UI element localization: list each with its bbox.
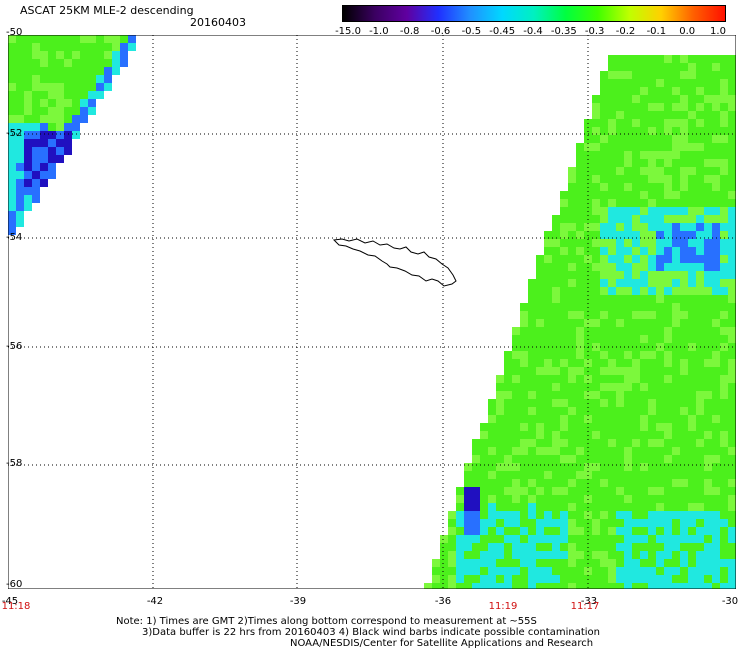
colorbar	[342, 5, 726, 22]
colorbar-tick-label: -0.45	[489, 26, 516, 37]
time-label-left: 11:18	[1, 601, 31, 612]
colorbar-tick-label: -0.1	[646, 26, 667, 37]
colorbar-tick-label: 0.0	[679, 26, 696, 37]
lat-label-58: -58	[6, 458, 23, 469]
time-label-mid: 11:19	[488, 601, 518, 612]
lon-label-36: -36	[434, 596, 452, 607]
lon-label-39: -39	[289, 596, 307, 607]
colorbar-tick-label: -0.4	[523, 26, 543, 37]
lat-label-54: -54	[6, 232, 23, 243]
lon-label-45: -45	[1, 596, 19, 607]
colorbar-tick-label: -15.0	[335, 26, 361, 37]
lon-label-30: -30	[721, 596, 739, 607]
colorbar-tick-label: -0.6	[430, 26, 451, 37]
lat-label-60: -60	[6, 579, 23, 590]
time-label-right: 11:17	[570, 601, 600, 612]
south-georgia-coastline	[332, 238, 457, 287]
lat-label-56: -56	[6, 341, 23, 352]
lat-label-52: -52	[6, 128, 23, 139]
lat-label-50: -50	[6, 27, 23, 38]
colorbar-gradient	[343, 6, 725, 21]
lat-lon-grid	[8, 35, 736, 589]
note-line-3: NOAA/NESDIS/Center for Satellite Applica…	[290, 638, 594, 649]
colorbar-tick-label: -0.3	[584, 26, 605, 37]
colorbar-tick-label: -0.2	[615, 26, 636, 37]
lon-label-42: -42	[146, 596, 164, 607]
map-panel	[8, 35, 736, 589]
swath-left	[8, 35, 136, 235]
note-line-2: 3)Data buffer is 22 hrs from 20160403 4)…	[142, 627, 600, 638]
colorbar-tick-label: -0.35	[550, 26, 577, 37]
colorbar-tick-label: 1.0	[710, 26, 726, 37]
colorbar-tick-label: -0.5	[461, 26, 482, 37]
colorbar-tick-label: -0.8	[399, 26, 420, 37]
lon-label-33: -33	[580, 596, 598, 607]
note-line-1: Note: 1) Times are GMT 2)Times along bot…	[116, 616, 537, 627]
colorbar-tick-label: -1.0	[369, 26, 389, 37]
product-title: ASCAT 25KM MLE-2 descending	[20, 4, 194, 17]
product-date: 20160403	[190, 16, 246, 29]
